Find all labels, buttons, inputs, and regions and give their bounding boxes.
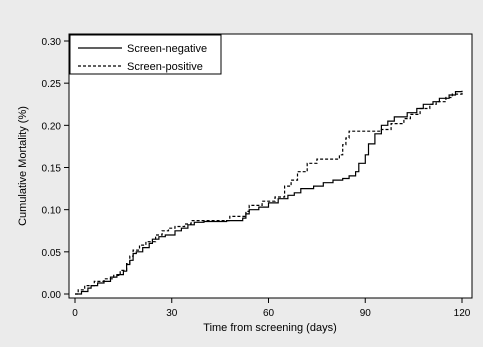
- x-tick-label: 90: [360, 308, 372, 319]
- legend-label-screen-negative: Screen-negative: [127, 43, 207, 55]
- y-tick-label: 0.30: [42, 37, 62, 48]
- legend: Screen-negative Screen-positive: [69, 34, 222, 75]
- y-axis-label: Cumulative Mortality (%): [17, 106, 29, 226]
- x-tick-label: 30: [166, 308, 178, 319]
- y-tick-label: 0.15: [42, 164, 62, 175]
- y-tick-label: 0.10: [42, 206, 62, 217]
- x-tick-label: 60: [263, 308, 275, 319]
- y-axis: 0.00 0.05 0.10 0.15 0.20 0.25 0.30: [42, 37, 69, 301]
- series-line-screen-positive: [75, 91, 463, 295]
- series-layer: [75, 90, 463, 295]
- series-line-screen-negative: [75, 90, 463, 295]
- y-tick-label: 0.00: [42, 290, 62, 301]
- y-tick-label: 0.25: [42, 79, 62, 90]
- x-tick-label: 0: [72, 308, 78, 319]
- x-tick-label: 120: [454, 308, 471, 319]
- x-axis-label: Time from screening (days): [203, 322, 336, 334]
- x-axis: 0 30 60 90 120: [72, 298, 471, 319]
- y-tick-label: 0.20: [42, 121, 62, 132]
- legend-label-screen-positive: Screen-positive: [127, 61, 203, 73]
- y-tick-label: 0.05: [42, 248, 62, 259]
- legend-box: [69, 34, 222, 75]
